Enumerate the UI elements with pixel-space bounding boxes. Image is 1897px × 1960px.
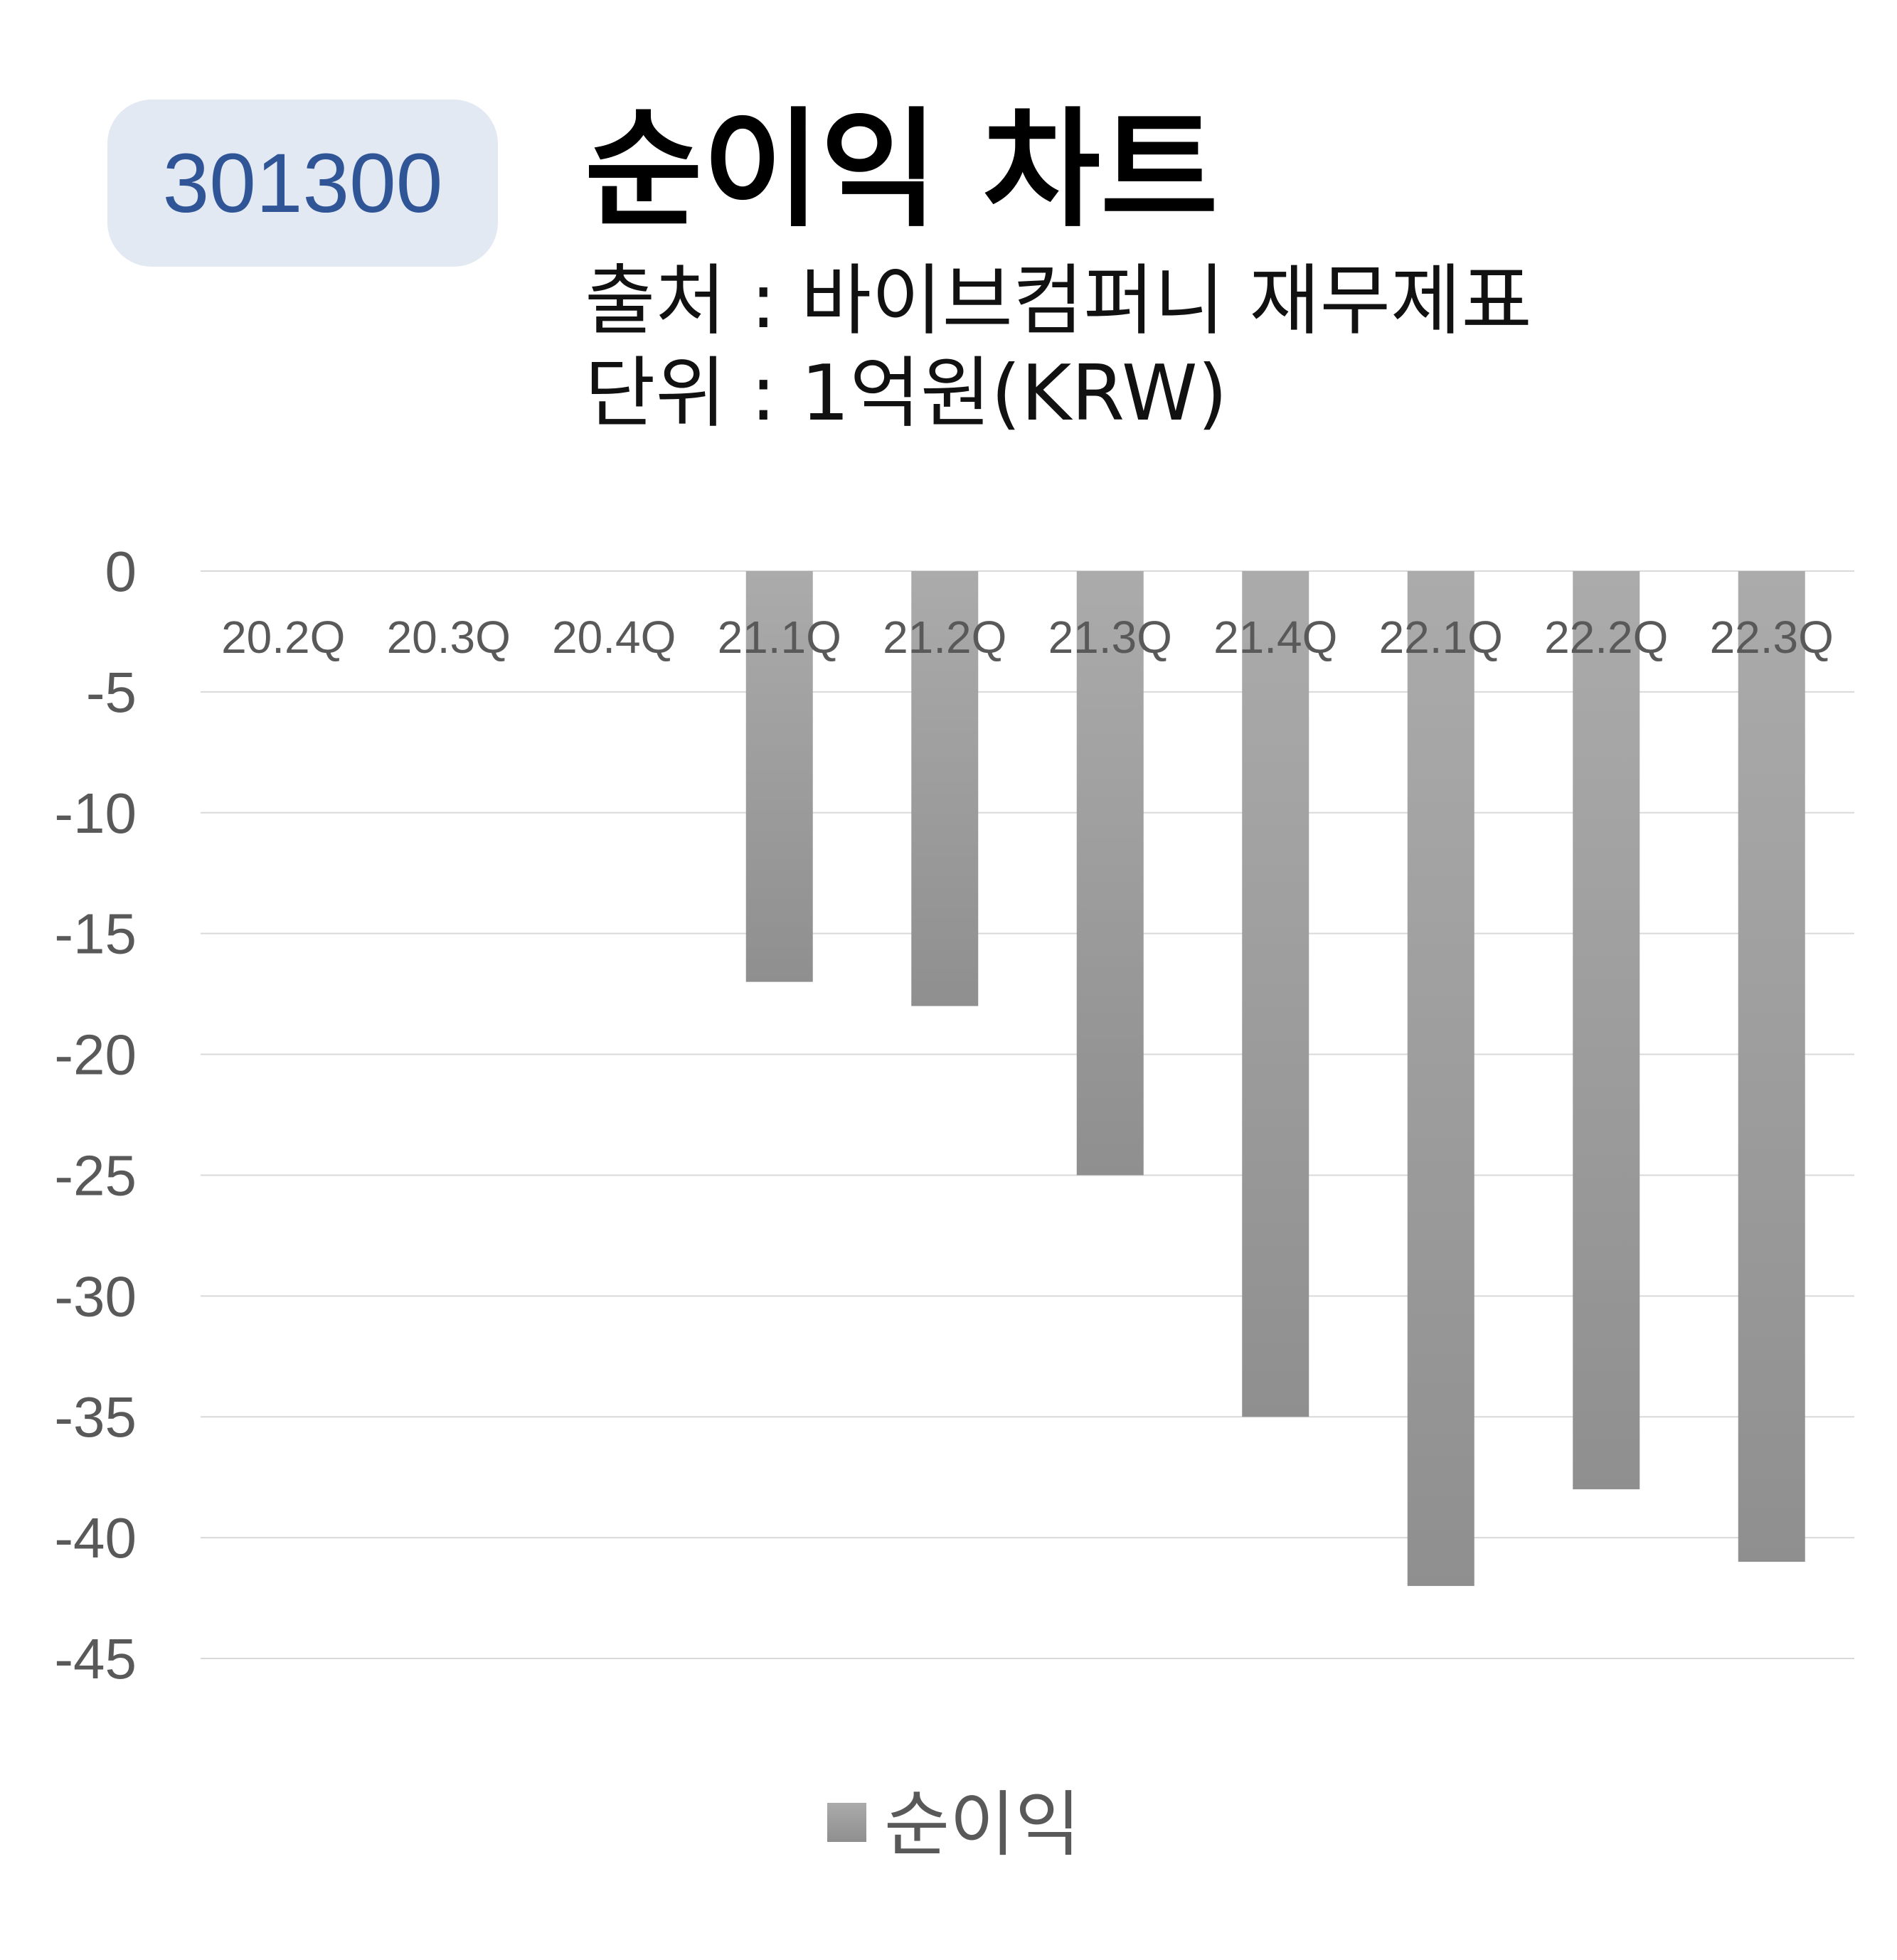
bar bbox=[1573, 571, 1640, 1490]
x-tick-label: 20.3Q bbox=[387, 612, 511, 663]
y-tick-label: -30 bbox=[54, 1264, 137, 1328]
chart-title: 순이익 차트 bbox=[585, 96, 1218, 245]
y-tick-label: -10 bbox=[54, 782, 137, 845]
x-tick-label: 20.2Q bbox=[221, 612, 345, 663]
source-note: 출처 : 바이브컴퍼니 재무제표 bbox=[585, 257, 1532, 346]
x-tick-label: 20.4Q bbox=[552, 612, 676, 663]
y-tick-label: -40 bbox=[54, 1506, 137, 1570]
y-tick-label: -25 bbox=[54, 1144, 137, 1207]
stock-code: 301300 bbox=[162, 136, 443, 230]
x-tick-label: 21.2Q bbox=[883, 612, 1006, 663]
x-tick-label: 21.4Q bbox=[1213, 612, 1337, 663]
x-tick-label: 21.1Q bbox=[718, 612, 841, 663]
bar bbox=[745, 571, 813, 982]
y-tick-label: -5 bbox=[86, 661, 137, 724]
bar bbox=[1407, 571, 1474, 1587]
y-tick-label: -15 bbox=[54, 902, 137, 966]
x-tick-label: 22.1Q bbox=[1379, 612, 1503, 663]
legend-label: 순이익 bbox=[884, 1783, 1080, 1866]
x-tick-label: 22.2Q bbox=[1544, 612, 1668, 663]
y-tick-label: -20 bbox=[54, 1023, 137, 1087]
bar bbox=[1738, 571, 1805, 1562]
y-tick-label: 0 bbox=[105, 540, 137, 603]
legend-swatch bbox=[827, 1803, 866, 1842]
y-tick-label: -35 bbox=[54, 1385, 137, 1449]
bar bbox=[911, 571, 979, 1006]
x-tick-label: 21.3Q bbox=[1048, 612, 1172, 663]
unit-note: 단위 : 1억원(KRW) bbox=[585, 349, 1228, 438]
y-tick-label: -45 bbox=[54, 1627, 137, 1690]
x-tick-label: 22.3Q bbox=[1710, 612, 1834, 663]
bar bbox=[1242, 571, 1309, 1417]
bar bbox=[1076, 571, 1144, 1176]
stock-code-badge: 301300 bbox=[107, 100, 498, 267]
